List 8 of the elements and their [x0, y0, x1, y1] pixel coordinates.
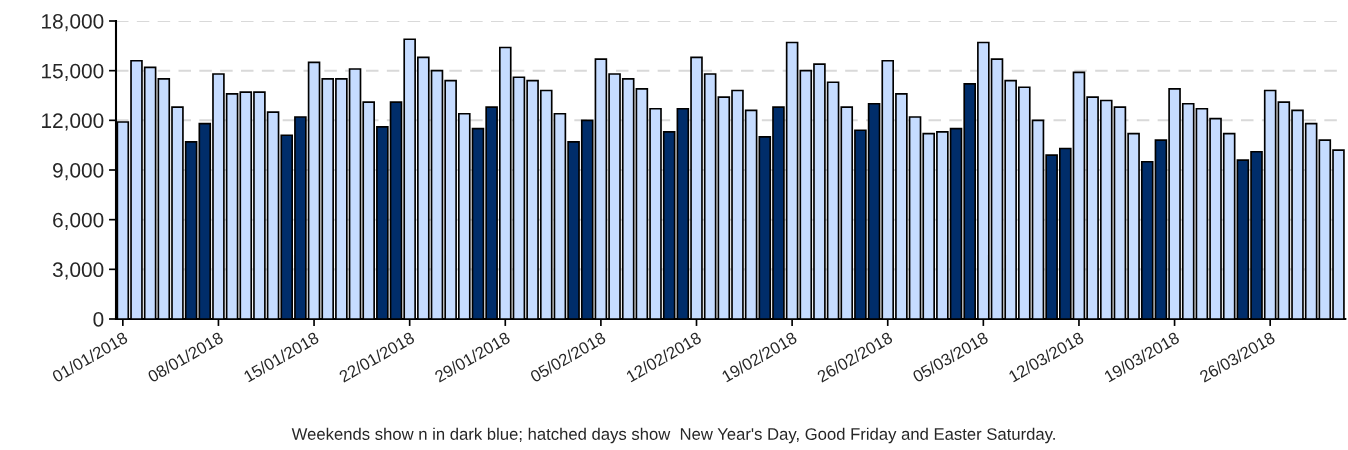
y-tick-label: 0: [93, 312, 104, 327]
y-tick-label: 3,000: [52, 262, 104, 280]
y-tick-label: 15,000: [42, 63, 104, 81]
y-tick-label: 12,000: [42, 113, 104, 131]
y-tick-label: 18,000: [42, 14, 104, 32]
y-tick-label: 6,000: [53, 212, 104, 230]
y-tick-label: 9,000: [53, 163, 104, 181]
text: Weekends show n in dark blue; hatched days show New Year's Day, Good Friday and Easter Saturday.: [291, 427, 1055, 444]
